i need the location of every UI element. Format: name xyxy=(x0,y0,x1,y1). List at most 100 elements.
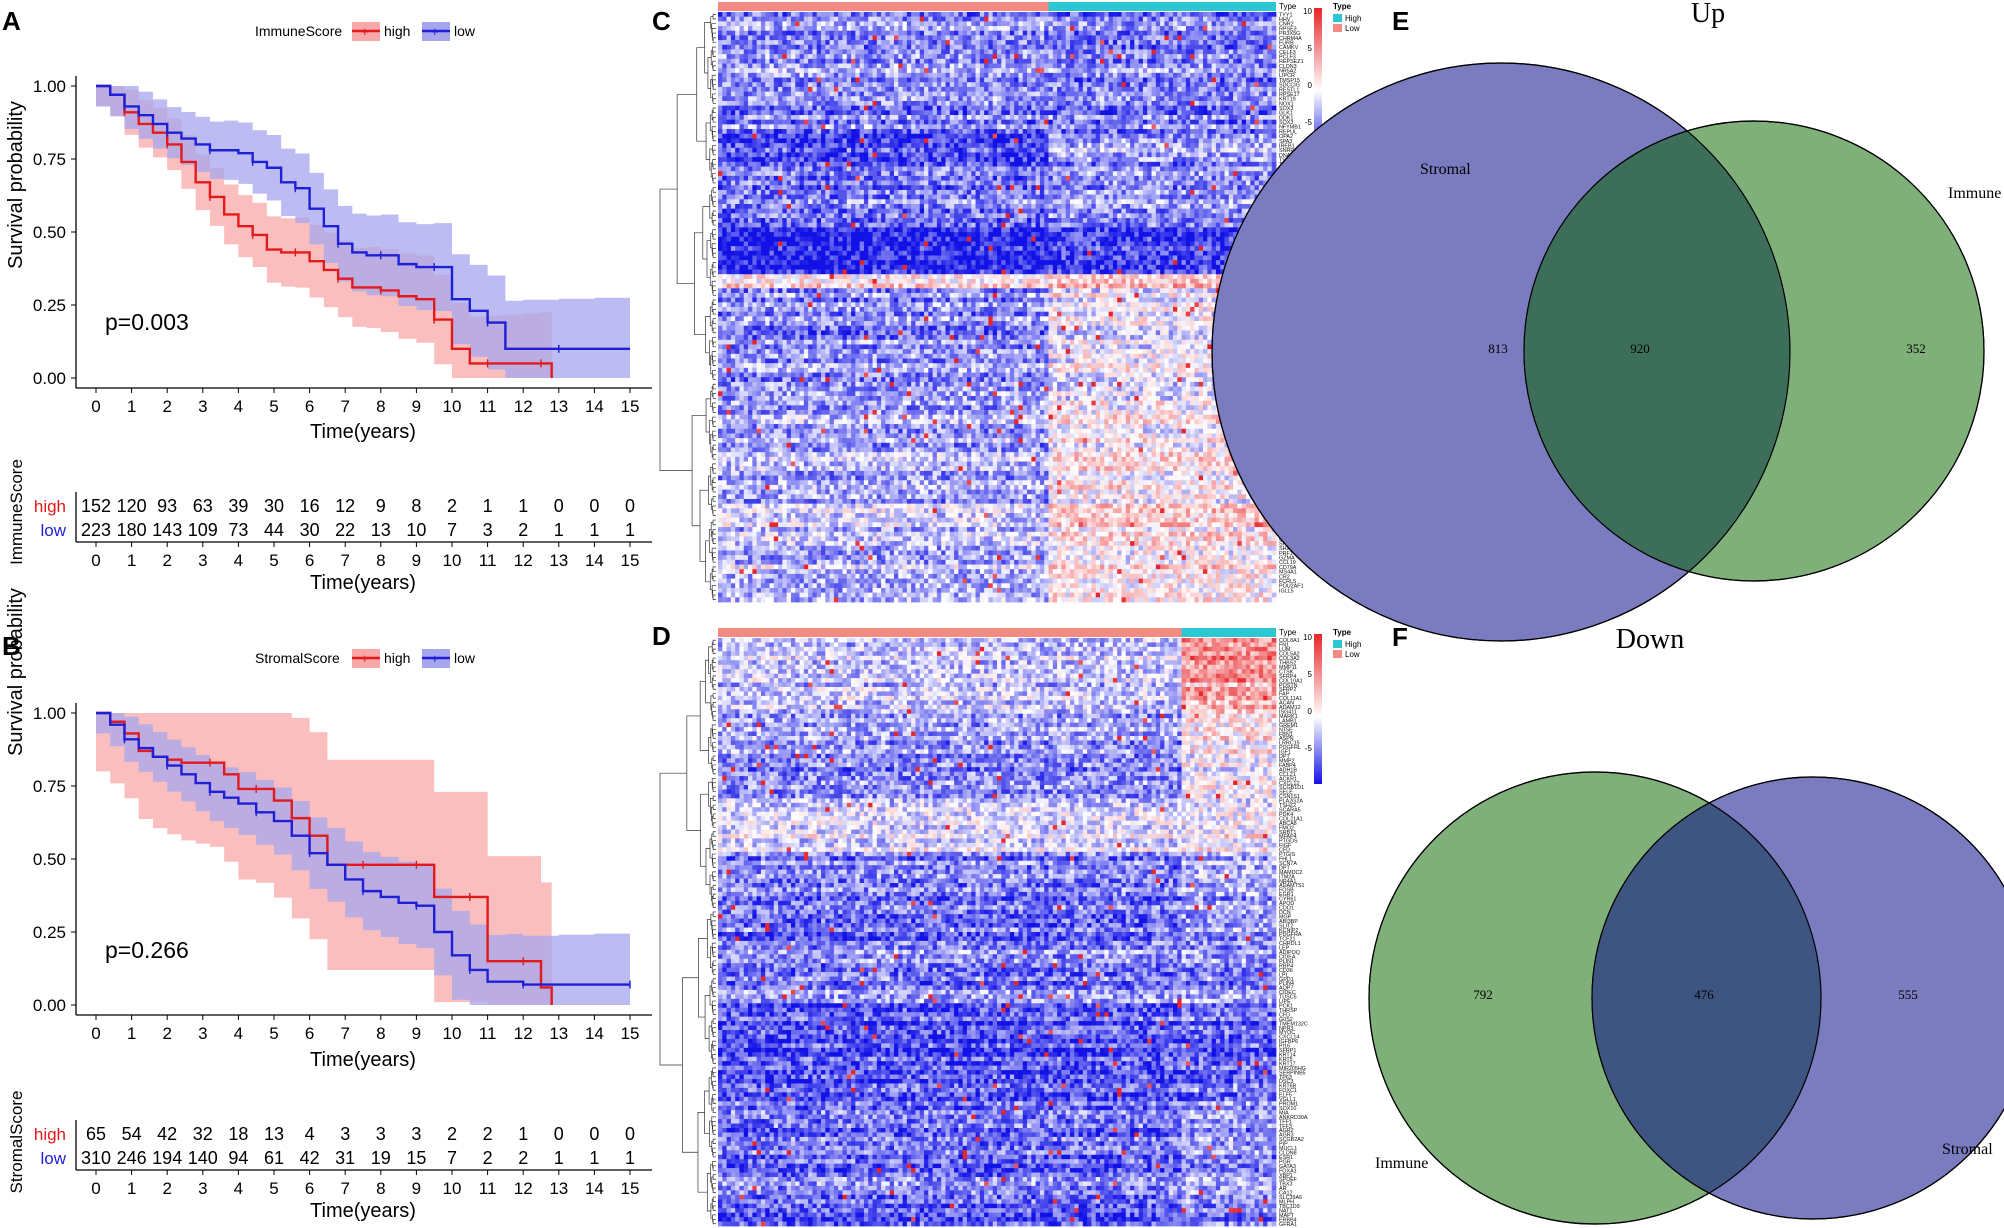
heatmap-cell xyxy=(825,40,830,45)
heatmap-cell xyxy=(1207,26,1212,31)
heatmap-cell xyxy=(761,26,766,31)
heatmap-cell xyxy=(770,12,775,17)
heatmap-cell xyxy=(778,31,783,36)
km-xtick-label: 5 xyxy=(269,397,278,416)
heatmap-cell xyxy=(903,21,908,26)
heatmap-cell xyxy=(1259,35,1264,40)
heatmap-cell xyxy=(1255,26,1260,31)
heatmap-cell xyxy=(722,12,727,17)
heatmap-cell xyxy=(864,21,869,26)
heatmap-cell xyxy=(834,17,839,22)
heatmap-cell xyxy=(881,26,886,31)
legend-a-title: ImmuneScore xyxy=(255,23,342,39)
heatmap-cell xyxy=(774,17,779,22)
heatmap-cell xyxy=(847,35,852,40)
heatmap-cell xyxy=(1121,31,1126,36)
heatmap-cell xyxy=(787,31,792,36)
heatmap-cell xyxy=(1031,12,1036,17)
heatmap-cell xyxy=(808,26,813,31)
heatmap-cell xyxy=(890,35,895,40)
heatmap-cell xyxy=(1134,12,1139,17)
heatmap-cell xyxy=(838,17,843,22)
risk-value: 120 xyxy=(117,496,147,516)
heatmap-cell xyxy=(847,26,852,31)
heatmap-cell xyxy=(1224,26,1229,31)
heatmap-cell xyxy=(1117,35,1122,40)
risk-value: 1 xyxy=(518,496,528,516)
km-a-ylabel: Survival probability xyxy=(5,101,27,269)
km-xtick-label: 11 xyxy=(479,1024,497,1043)
heatmap-cell xyxy=(752,26,757,31)
heatmap-cell xyxy=(1173,35,1178,40)
heatmap-cell xyxy=(842,26,847,31)
heatmap-cell xyxy=(1104,12,1109,17)
heatmap-cell xyxy=(787,12,792,17)
heatmap-cell xyxy=(808,17,813,22)
risk-value: 31 xyxy=(335,1148,355,1168)
heatmap-cell xyxy=(894,17,899,22)
heatmap-cell xyxy=(1079,35,1084,40)
risk-value: 4 xyxy=(305,1124,315,1144)
risk-value: 18 xyxy=(228,1124,248,1144)
heatmap-cell xyxy=(851,35,856,40)
km-xtick-label: 7 xyxy=(340,1024,349,1043)
heatmap-cell xyxy=(1177,21,1182,26)
heatmap-cell xyxy=(727,35,732,40)
heatmap-cell xyxy=(1272,12,1277,17)
heatmap-cell xyxy=(1246,31,1251,36)
heatmap-cell xyxy=(1229,31,1234,36)
risk-value: 16 xyxy=(300,496,320,516)
heatmap-cell xyxy=(864,26,869,31)
heatmap-cell xyxy=(821,21,826,26)
heatmap-cell xyxy=(735,17,740,22)
heatmap-cell xyxy=(928,40,933,45)
heatmap-cell xyxy=(907,21,912,26)
km-ytick-label: 0.25 xyxy=(33,923,66,942)
km-xtick-label: 14 xyxy=(585,1024,604,1043)
heatmap-cell xyxy=(752,21,757,26)
heatmap-cell xyxy=(1079,31,1084,36)
heatmap-cell xyxy=(928,35,933,40)
heatmap-cell xyxy=(988,17,993,22)
heatmap-cell xyxy=(967,35,972,40)
heatmap-cell xyxy=(735,31,740,36)
heatmap-cell xyxy=(885,35,890,40)
heatmap-cell xyxy=(1109,35,1114,40)
risk-xtick-label: 11 xyxy=(479,1179,497,1198)
heatmap-cell xyxy=(1087,17,1092,22)
heatmap-cell xyxy=(1263,21,1268,26)
heatmap-cell xyxy=(1160,35,1165,40)
heatmap-cell xyxy=(1143,12,1148,17)
heatmap-cell xyxy=(881,35,886,40)
risk-xtick-label: 5 xyxy=(269,551,278,570)
heatmap-cell xyxy=(761,17,766,22)
heatmap-cell xyxy=(1104,35,1109,40)
heatmap-cell xyxy=(988,31,993,36)
heatmap-cell xyxy=(1010,26,1015,31)
heatmap-cell xyxy=(739,40,744,45)
heatmap-cell xyxy=(988,12,993,17)
km-xtick-label: 11 xyxy=(479,397,497,416)
heatmap-cell xyxy=(941,35,946,40)
heatmap-cell xyxy=(920,26,925,31)
heatmap-cell xyxy=(894,31,899,36)
heatmap-cell xyxy=(1224,12,1229,17)
km-xtick-label: 3 xyxy=(198,397,207,416)
heatmap-cell xyxy=(890,17,895,22)
heatmap-cell xyxy=(954,35,959,40)
heatmap-cell xyxy=(885,17,890,22)
km-xtick-label: 6 xyxy=(305,397,314,416)
legend-a: ImmuneScore + high + low xyxy=(255,22,476,41)
heatmap-cell xyxy=(1272,17,1277,22)
risk-value: 246 xyxy=(117,1148,147,1168)
heatmap-cell xyxy=(1074,17,1079,22)
risk-value: 39 xyxy=(228,496,248,516)
heatmap-cell xyxy=(1121,17,1126,22)
heatmap-cell xyxy=(774,26,779,31)
heatmap-cell xyxy=(1023,31,1028,36)
heatmap-cell xyxy=(988,35,993,40)
risk-value: 1 xyxy=(554,520,564,540)
heatmap-cell xyxy=(825,31,830,36)
heatmap-cell xyxy=(1203,17,1208,22)
heatmap-cell xyxy=(1263,35,1268,40)
